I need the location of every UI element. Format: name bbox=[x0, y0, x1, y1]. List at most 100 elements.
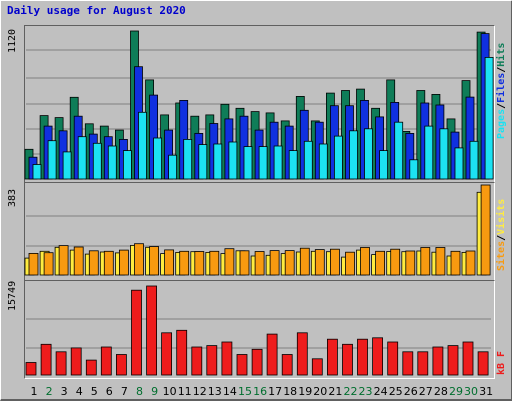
hits-panel-pages-bar-day-3 bbox=[62, 151, 72, 180]
visits-panel-sites-bar-day-20 bbox=[314, 249, 325, 276]
visits-panel-sites-bar-day-31 bbox=[480, 184, 491, 276]
visits-panel-sites-bar-day-7 bbox=[119, 249, 129, 276]
kbytes-panel-kb-f-bar-day-31 bbox=[477, 351, 489, 376]
visits-panel-sites-bar-day-12 bbox=[194, 251, 205, 276]
kbytes-panel-kb-f-bar-day-15 bbox=[236, 354, 248, 376]
hits-panel-pages-bar-day-21 bbox=[333, 135, 343, 180]
hits-panel-pages-bar-day-28 bbox=[439, 128, 449, 180]
kbytes-panel-kb-f-bar-day-9 bbox=[146, 285, 158, 376]
kbytes-panel-kb-f-bar-day-20 bbox=[311, 358, 323, 376]
kbytes-panel-kb-f-bar-day-5 bbox=[85, 359, 97, 376]
hits-panel-pages-bar-day-9 bbox=[153, 137, 163, 180]
visits-panel-sites-bar-day-28 bbox=[435, 247, 446, 276]
kbytes-panel-kb-f-bar-day-10 bbox=[161, 332, 173, 376]
day-label-8: 8 bbox=[136, 385, 143, 398]
visits-panel-sites-bar-day-23 bbox=[360, 247, 370, 276]
hits-panel-pages-bar-day-6 bbox=[107, 145, 117, 180]
kbytes-panel-kb-f-bar-day-16 bbox=[251, 348, 263, 376]
day-label-11: 11 bbox=[178, 385, 192, 398]
day-label-9: 9 bbox=[151, 385, 158, 398]
hits-panel-pages-bar-day-11 bbox=[183, 138, 193, 180]
day-label-16: 16 bbox=[253, 385, 267, 398]
visits-panel-sites-bar-day-6 bbox=[103, 250, 114, 276]
day-label-27: 27 bbox=[419, 385, 433, 398]
day-label-20: 20 bbox=[313, 385, 327, 398]
hits-panel-pages-bar-day-14 bbox=[228, 141, 238, 180]
hits-panel-pages-bar-day-31 bbox=[484, 57, 494, 180]
day-label-2: 2 bbox=[46, 385, 53, 398]
kbytes-panel-kb-f-bar-day-18 bbox=[281, 354, 293, 376]
hits-panel-pages-bar-day-30 bbox=[469, 140, 479, 180]
day-label-14: 14 bbox=[223, 385, 237, 398]
visits-panel-sites-bar-day-2 bbox=[43, 252, 54, 276]
hits-panel-pages-bar-day-27 bbox=[424, 125, 434, 180]
hits-panel-pages-bar-day-20 bbox=[318, 143, 328, 180]
day-label-4: 4 bbox=[76, 385, 83, 398]
day-label-17: 17 bbox=[268, 385, 282, 398]
hits-panel-pages-bar-day-26 bbox=[409, 159, 419, 180]
kbytes-panel-kb-f-bar-day-23 bbox=[357, 338, 368, 376]
visits-panel-sites-bar-day-24 bbox=[375, 250, 386, 276]
kbytes-panel-kb-f-bar-day-7 bbox=[116, 354, 127, 376]
day-label-29: 29 bbox=[449, 385, 463, 398]
day-label-18: 18 bbox=[283, 385, 297, 398]
kbytes-panel-kb-f-bar-day-26 bbox=[402, 351, 414, 376]
visits-panel-sites-bar-day-1 bbox=[28, 252, 39, 276]
kbytes-panel-kb-f-bar-day-17 bbox=[266, 333, 278, 376]
day-label-12: 12 bbox=[193, 385, 207, 398]
visits-panel-sites-bar-day-11 bbox=[179, 250, 190, 276]
hits-panel-pages-bar-day-23 bbox=[364, 128, 373, 180]
visits-panel-sites-bar-day-30 bbox=[465, 250, 476, 276]
visits-panel-sites-bar-day-25 bbox=[390, 248, 401, 276]
visits-panel-sites-bar-day-9 bbox=[149, 246, 160, 276]
day-label-13: 13 bbox=[208, 385, 222, 398]
day-label-10: 10 bbox=[163, 385, 177, 398]
day-label-31: 31 bbox=[479, 385, 493, 398]
kbytes-panel-kb-f-bar-day-12 bbox=[191, 346, 203, 376]
kbytes-panel-kb-f-bar-day-2 bbox=[40, 343, 52, 376]
visits-panel-sites-bar-day-18 bbox=[284, 250, 295, 276]
visits-panel-sites-bar-day-5 bbox=[88, 250, 99, 276]
kbytes-panel-kb-f-bar-day-27 bbox=[417, 351, 429, 376]
hits-panel-pages-bar-day-18 bbox=[288, 150, 298, 180]
kbytes-panel-kb-f-bar-day-4 bbox=[70, 347, 82, 376]
visits-panel-sites-bar-day-3 bbox=[58, 245, 69, 276]
visits-panel-sites-bar-day-10 bbox=[164, 249, 175, 276]
visits-panel-sites-bar-day-15 bbox=[239, 250, 250, 276]
kbytes-panel-kb-f-bar-day-29 bbox=[447, 345, 459, 376]
kbytes-panel-kb-f-bar-day-3 bbox=[55, 351, 67, 376]
hits-panel-pages-bar-day-4 bbox=[77, 136, 87, 180]
hits-panel-pages-bar-day-15 bbox=[243, 146, 253, 180]
visits-panel-sites-bar-day-27 bbox=[420, 247, 431, 276]
day-label-19: 19 bbox=[298, 385, 312, 398]
hits-panel-pages-bar-day-1 bbox=[32, 164, 42, 180]
hits-panel-pages-bar-day-7 bbox=[123, 150, 132, 180]
hits-panel-pages-bar-day-8 bbox=[138, 111, 147, 180]
kbytes-panel-kb-f-bar-day-30 bbox=[462, 341, 474, 376]
hits-panel-pages-bar-day-12 bbox=[198, 144, 208, 180]
day-label-23: 23 bbox=[359, 385, 373, 398]
day-label-25: 25 bbox=[389, 385, 403, 398]
day-label-5: 5 bbox=[91, 385, 98, 398]
hits-panel-pages-bar-day-10 bbox=[168, 154, 178, 180]
kbytes-panel-kb-f-bar-day-1 bbox=[25, 362, 37, 376]
day-label-1: 1 bbox=[31, 385, 38, 398]
day-label-3: 3 bbox=[61, 385, 68, 398]
hits-panel-pages-bar-day-2 bbox=[47, 140, 57, 180]
day-label-22: 22 bbox=[344, 385, 358, 398]
kbytes-panel-kb-f-bar-day-24 bbox=[372, 337, 384, 376]
day-label-24: 24 bbox=[374, 385, 388, 398]
hits-panel-pages-bar-day-25 bbox=[394, 121, 404, 180]
kbytes-panel-kb-f-bar-day-19 bbox=[296, 332, 308, 376]
kbytes-panel-kb-f-bar-day-6 bbox=[100, 346, 112, 376]
kbytes-panel-kb-f-bar-day-22 bbox=[342, 343, 353, 376]
visits-panel-sites-bar-day-22 bbox=[345, 251, 355, 276]
visits-panel-sites-bar-day-21 bbox=[329, 248, 340, 276]
visits-panel-sites-bar-day-29 bbox=[450, 250, 461, 276]
hits-panel-pages-bar-day-24 bbox=[379, 150, 389, 180]
hits-panel-pages-bar-day-19 bbox=[303, 140, 313, 180]
visits-panel-sites-bar-day-19 bbox=[299, 247, 310, 276]
visits-panel-sites-bar-day-4 bbox=[73, 246, 84, 276]
